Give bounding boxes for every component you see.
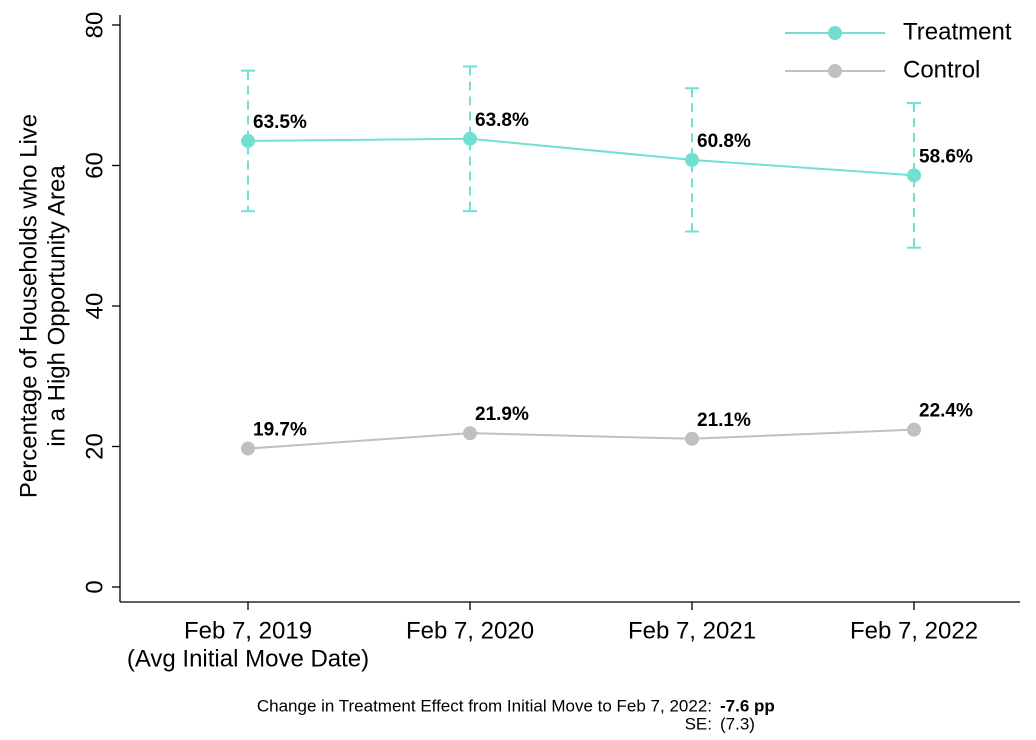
data-label: 22.4% bbox=[919, 401, 973, 422]
point bbox=[463, 426, 477, 441]
series-line bbox=[247, 428, 915, 450]
y-axis-label: Percentage of Households who Live bbox=[15, 114, 42, 498]
y-tick-label: 0 bbox=[81, 580, 108, 593]
point bbox=[907, 422, 921, 437]
x-tick-label: Feb 7, 2019 bbox=[184, 617, 312, 644]
data-label: 60.8% bbox=[697, 131, 751, 152]
x-tick-label: Feb 7, 2020 bbox=[406, 617, 534, 644]
data-label: 19.7% bbox=[253, 420, 307, 441]
point bbox=[685, 152, 699, 167]
data-label: 21.1% bbox=[697, 410, 751, 431]
legend-marker bbox=[828, 64, 842, 78]
legend-label: Treatment bbox=[903, 18, 1012, 45]
series-line bbox=[247, 137, 915, 177]
legend-label: Control bbox=[903, 56, 980, 83]
x-axis-note: (Avg Initial Move Date) bbox=[127, 645, 369, 672]
note-value: (7.3) bbox=[720, 714, 755, 733]
legend-marker bbox=[828, 26, 842, 40]
x-tick-label: Feb 7, 2021 bbox=[628, 617, 756, 644]
point bbox=[907, 168, 921, 183]
y-tick-label: 80 bbox=[81, 12, 108, 39]
x-tick-label: Feb 7, 2022 bbox=[850, 617, 978, 644]
note: SE: bbox=[685, 714, 712, 733]
point bbox=[463, 131, 477, 146]
y-tick-label: 40 bbox=[81, 293, 108, 320]
y-axis-label: in a High Opportunity Area bbox=[43, 165, 70, 447]
data-label: 58.6% bbox=[919, 146, 973, 167]
point bbox=[685, 431, 699, 446]
point bbox=[241, 133, 255, 148]
data-label: 21.9% bbox=[475, 404, 529, 425]
note-value: -7.6 pp bbox=[720, 696, 775, 715]
point bbox=[241, 441, 255, 456]
y-tick-label: 60 bbox=[81, 152, 108, 179]
note: Change in Treatment Effect from Initial … bbox=[257, 696, 712, 715]
data-label: 63.8% bbox=[475, 110, 529, 131]
y-tick-label: 20 bbox=[81, 433, 108, 460]
data-label: 63.5% bbox=[253, 112, 307, 133]
